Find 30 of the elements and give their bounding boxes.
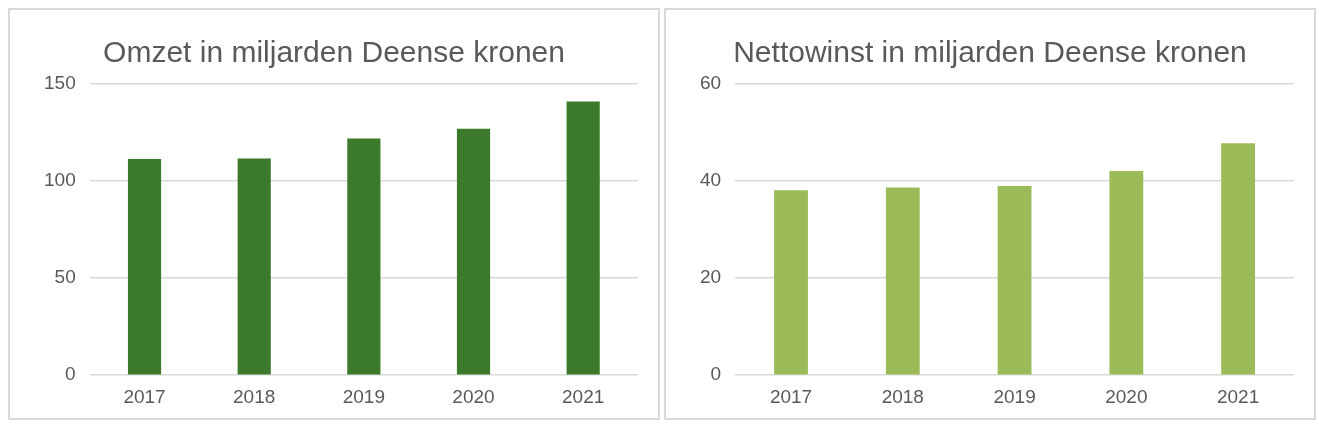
x-tick-label: 2020 (452, 385, 495, 407)
y-tick-label: 0 (710, 363, 722, 385)
chart-title: Omzet in miljarden Deense kronen (103, 35, 565, 69)
y-tick-label: 60 (699, 72, 722, 94)
chart-title: Nettowinst in miljarden Deense kronen (733, 35, 1247, 69)
bar (885, 187, 920, 375)
y-tick-label: 20 (699, 266, 722, 288)
bar (997, 185, 1032, 375)
y-tick-label: 150 (44, 72, 76, 94)
x-tick-label: 2019 (993, 385, 1036, 407)
x-tick-label: 2018 (233, 385, 276, 407)
y-tick-label: 100 (44, 169, 76, 191)
bar (774, 190, 808, 375)
x-tick-label: 2017 (123, 385, 166, 407)
bar (127, 158, 162, 375)
x-tick-label: 2021 (562, 385, 605, 407)
x-tick-label: 2017 (769, 385, 813, 407)
bar (237, 158, 271, 375)
bar (566, 101, 600, 375)
bar (456, 128, 491, 375)
bar (347, 138, 381, 375)
y-tick-label: 50 (54, 266, 76, 288)
y-tick-label: 40 (699, 169, 722, 191)
x-tick-label: 2021 (1216, 385, 1260, 407)
x-tick-label: 2020 (1105, 385, 1148, 407)
bar (1221, 143, 1256, 375)
x-tick-label: 2019 (342, 385, 385, 407)
x-tick-label: 2018 (881, 385, 924, 407)
bar (1109, 170, 1144, 375)
y-tick-label: 0 (65, 363, 76, 385)
